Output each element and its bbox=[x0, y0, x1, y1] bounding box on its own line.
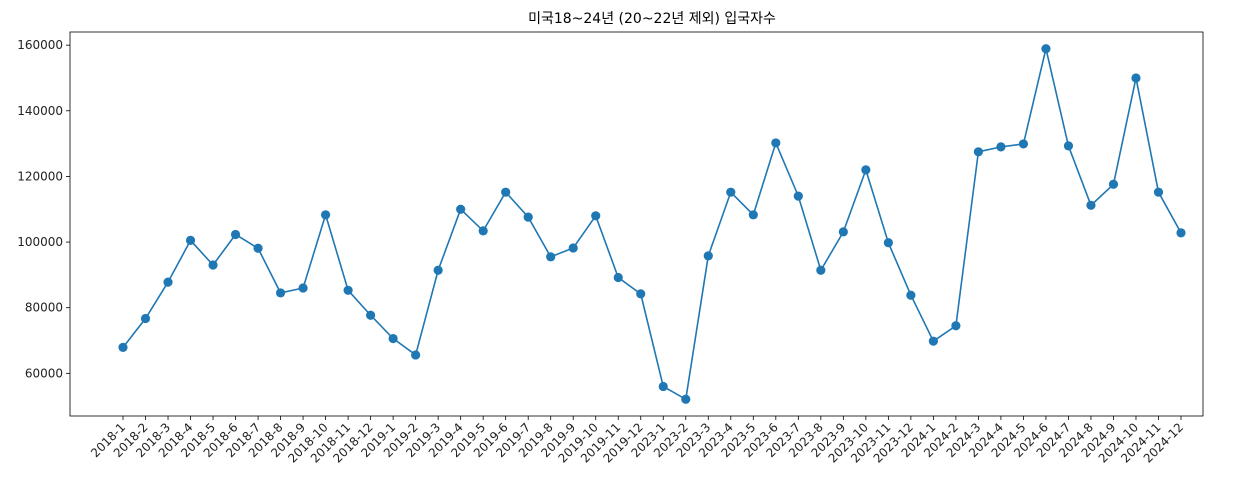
data-point bbox=[546, 252, 556, 262]
data-point bbox=[996, 142, 1006, 152]
data-point bbox=[1063, 141, 1074, 151]
data-point bbox=[478, 226, 488, 236]
data-point bbox=[793, 191, 803, 201]
data-point bbox=[1131, 73, 1141, 83]
data-point bbox=[771, 138, 781, 148]
plot-frame bbox=[69, 31, 1204, 417]
data-point bbox=[208, 260, 218, 270]
data-point bbox=[388, 333, 398, 344]
data-points bbox=[118, 44, 1186, 404]
data-point bbox=[951, 321, 961, 331]
data-point bbox=[906, 290, 916, 300]
y-tick-label: 80000 bbox=[25, 301, 63, 315]
y-tick-label: 60000 bbox=[25, 366, 63, 380]
x-axis: 2018-12018-22018-32018-42018-52018-62018… bbox=[88, 416, 1186, 466]
data-point bbox=[636, 289, 646, 299]
data-point bbox=[838, 227, 848, 237]
data-point bbox=[118, 342, 128, 353]
data-point bbox=[1018, 139, 1029, 149]
data-point bbox=[1086, 200, 1096, 210]
y-tick-label: 160000 bbox=[17, 38, 63, 52]
data-point bbox=[140, 313, 151, 324]
data-point bbox=[658, 381, 668, 392]
data-point bbox=[411, 350, 421, 360]
data-point bbox=[366, 310, 376, 320]
data-point bbox=[703, 251, 713, 261]
data-point bbox=[973, 147, 984, 157]
data-point bbox=[1176, 228, 1186, 238]
data-point bbox=[456, 204, 466, 214]
y-tick-label: 140000 bbox=[17, 104, 63, 118]
data-point bbox=[1108, 179, 1119, 189]
data-point bbox=[275, 288, 286, 298]
data-point bbox=[726, 187, 736, 197]
data-point bbox=[163, 277, 173, 287]
data-point bbox=[253, 243, 263, 253]
data-point bbox=[681, 394, 691, 404]
data-point bbox=[591, 211, 601, 221]
data-point bbox=[230, 229, 241, 240]
data-point bbox=[861, 165, 871, 175]
y-tick-label: 100000 bbox=[17, 235, 63, 249]
data-point bbox=[568, 243, 578, 253]
data-point bbox=[185, 235, 196, 246]
data-point bbox=[1041, 44, 1051, 54]
chart-title: 미국18~24년 (20~22년 제외) 입국자수 bbox=[528, 11, 776, 27]
series-line bbox=[122, 48, 1182, 401]
y-axis: 60000 80000 100000 120000 140000 160000 bbox=[17, 38, 70, 380]
data-point bbox=[320, 210, 331, 220]
data-point bbox=[298, 283, 308, 293]
data-point bbox=[1153, 187, 1164, 197]
data-point bbox=[928, 336, 938, 346]
data-point bbox=[523, 212, 533, 222]
data-point bbox=[883, 238, 893, 248]
data-point bbox=[816, 265, 826, 275]
data-point bbox=[433, 265, 443, 275]
data-point bbox=[748, 210, 758, 220]
data-point bbox=[501, 187, 511, 197]
y-tick-label: 120000 bbox=[17, 169, 63, 183]
data-point bbox=[343, 285, 353, 295]
data-point bbox=[613, 272, 623, 283]
